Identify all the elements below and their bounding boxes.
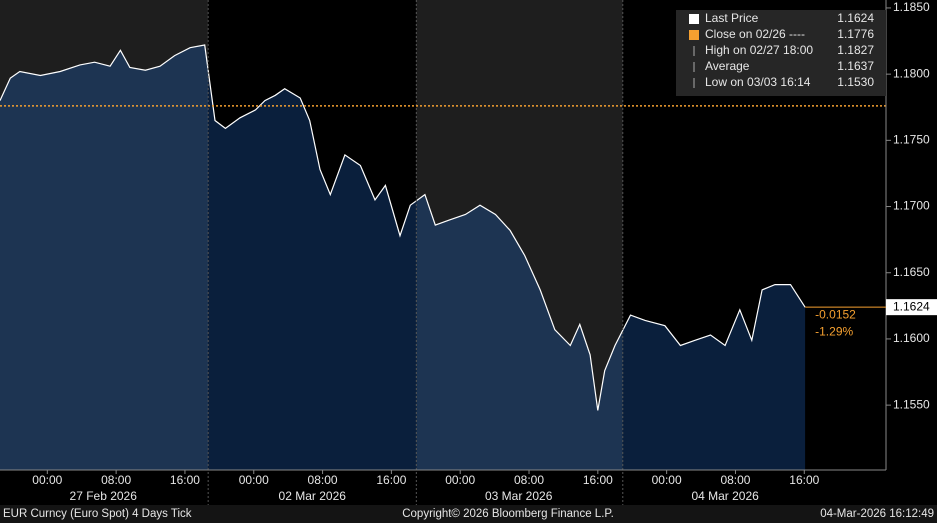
x-tick-label: 08:00 xyxy=(720,473,750,487)
day-label: 04 Mar 2026 xyxy=(691,489,759,503)
legend-value: 1.1827 xyxy=(837,43,874,57)
day-label: 02 Mar 2026 xyxy=(279,489,347,503)
footer-bar xyxy=(0,505,937,523)
change-label: -1.29% xyxy=(815,324,853,338)
footer-left: EUR Curncy (Euro Spot) 4 Days Tick xyxy=(3,508,192,520)
legend-value: 1.1624 xyxy=(837,11,874,25)
last-price-label: 1.1624 xyxy=(893,299,930,313)
legend-swatch xyxy=(689,30,699,40)
footer: EUR Curncy (Euro Spot) 4 Days Tick Copyr… xyxy=(0,505,937,523)
y-tick-label: 1.1600 xyxy=(893,331,930,345)
y-tick-label: 1.1850 xyxy=(893,0,930,14)
legend: Last Price 1.1624 Close on 02/26 ---- 1.177… xyxy=(676,10,886,96)
area-fill xyxy=(208,45,806,470)
price-line xyxy=(0,44,806,411)
y-tick-label: 1.1800 xyxy=(893,66,930,80)
footer-center: Copyright© 2026 Bloomberg Finance L.P. xyxy=(402,508,614,520)
legend-label: Close on 02/26 ---- xyxy=(705,27,805,41)
change-label: -0.0152 xyxy=(815,307,856,321)
legend-label: Last Price xyxy=(705,11,759,25)
legend-swatch xyxy=(689,14,699,24)
x-tick-label: 00:00 xyxy=(32,473,62,487)
x-tick-label: 08:00 xyxy=(308,473,338,487)
legend-value: 1.1776 xyxy=(837,27,874,41)
x-tick-label: 16:00 xyxy=(789,473,819,487)
legend-label: Low on 03/03 16:14 xyxy=(705,75,811,89)
last-price-tag xyxy=(886,299,937,316)
y-tick-label: 1.1750 xyxy=(893,133,930,147)
y-tick-label: 1.1550 xyxy=(893,397,930,411)
legend-value: 1.1530 xyxy=(837,75,874,89)
x-tick-label: 16:00 xyxy=(170,473,200,487)
x-tick-label: 00:00 xyxy=(239,473,269,487)
y-tick-label: 1.1650 xyxy=(893,265,930,279)
x-tick-label: 00:00 xyxy=(445,473,475,487)
x-tick-label: 16:00 xyxy=(583,473,613,487)
day-label: 27 Feb 2026 xyxy=(70,489,138,503)
legend-label: Average xyxy=(705,59,750,73)
legend-value: 1.1637 xyxy=(837,59,874,73)
legend-label: High on 02/27 18:00 xyxy=(705,43,813,57)
day-label: 03 Mar 2026 xyxy=(485,489,553,503)
x-tick-label: 08:00 xyxy=(101,473,131,487)
y-tick-label: 1.1700 xyxy=(893,199,930,213)
legend-box xyxy=(676,10,886,96)
x-tick-label: 08:00 xyxy=(514,473,544,487)
footer-right: 04-Mar-2026 16:12:49 xyxy=(820,508,934,520)
x-tick-label: 00:00 xyxy=(652,473,682,487)
x-tick-label: 16:00 xyxy=(376,473,406,487)
